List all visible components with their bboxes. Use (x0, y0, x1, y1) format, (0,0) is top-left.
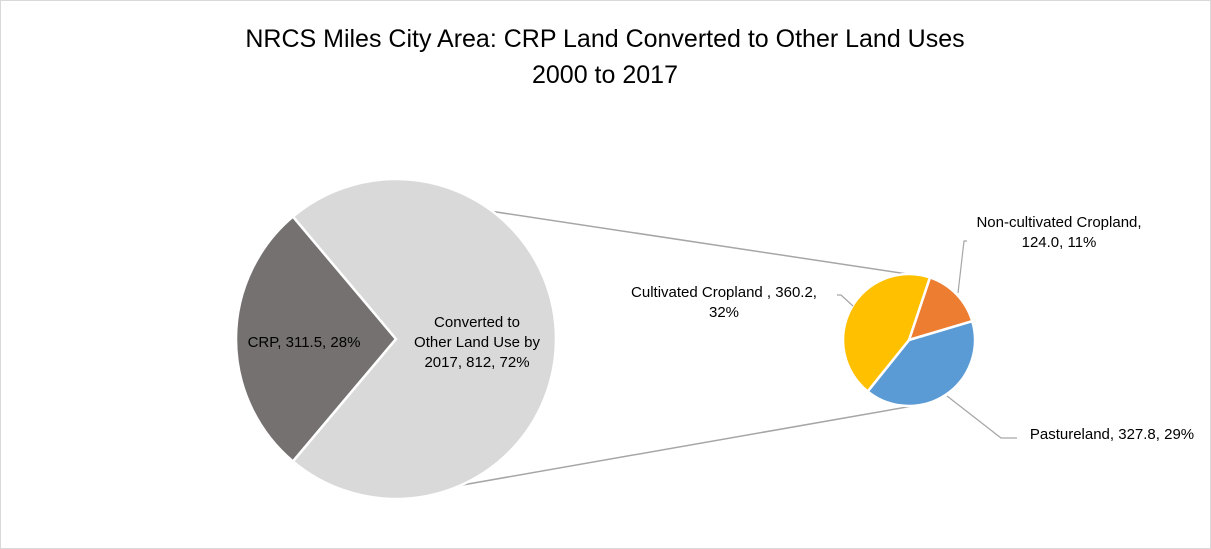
data-label-converted-to-other-land-use-by-2017: Converted to Other Land Use by 2017, 812, … (414, 314, 540, 371)
chart-title-line-2: 2000 to 2017 (532, 61, 678, 89)
main-pie (234, 177, 558, 501)
data-label-crp: CRP, 311.5, 28% (248, 334, 361, 351)
data-labels: CRP, 311.5, 28% Converted to Other Land Us… (248, 214, 1195, 443)
secondary-slice-cultivated-cropland (841, 272, 932, 394)
secondary-pie (841, 272, 977, 408)
data-label-cultivated-cropland: Cultivated Cropland , 360.2, 32% (631, 284, 817, 321)
leader-lines (837, 240, 1017, 439)
main-slice-converted-to-other-land-use-by-2017 (291, 177, 558, 501)
secondary-slice-pastureland (865, 319, 977, 408)
main-slice-crp (234, 214, 398, 464)
chart-title-line-1: NRCS Miles City Area: CRP Land Converted… (245, 25, 964, 53)
leader-line-pastureland (946, 395, 1017, 439)
data-label-pastureland: Pastureland, 327.8, 29% (1030, 426, 1194, 443)
data-label-non-cultivated-cropland: Non-cultivated Cropland, 124.0, 11% (976, 214, 1141, 251)
leader-line-non-cultivated-cropland (957, 240, 967, 294)
connector-line-bottom (384, 402, 928, 500)
leader-line-cultivated-cropland (837, 294, 854, 307)
